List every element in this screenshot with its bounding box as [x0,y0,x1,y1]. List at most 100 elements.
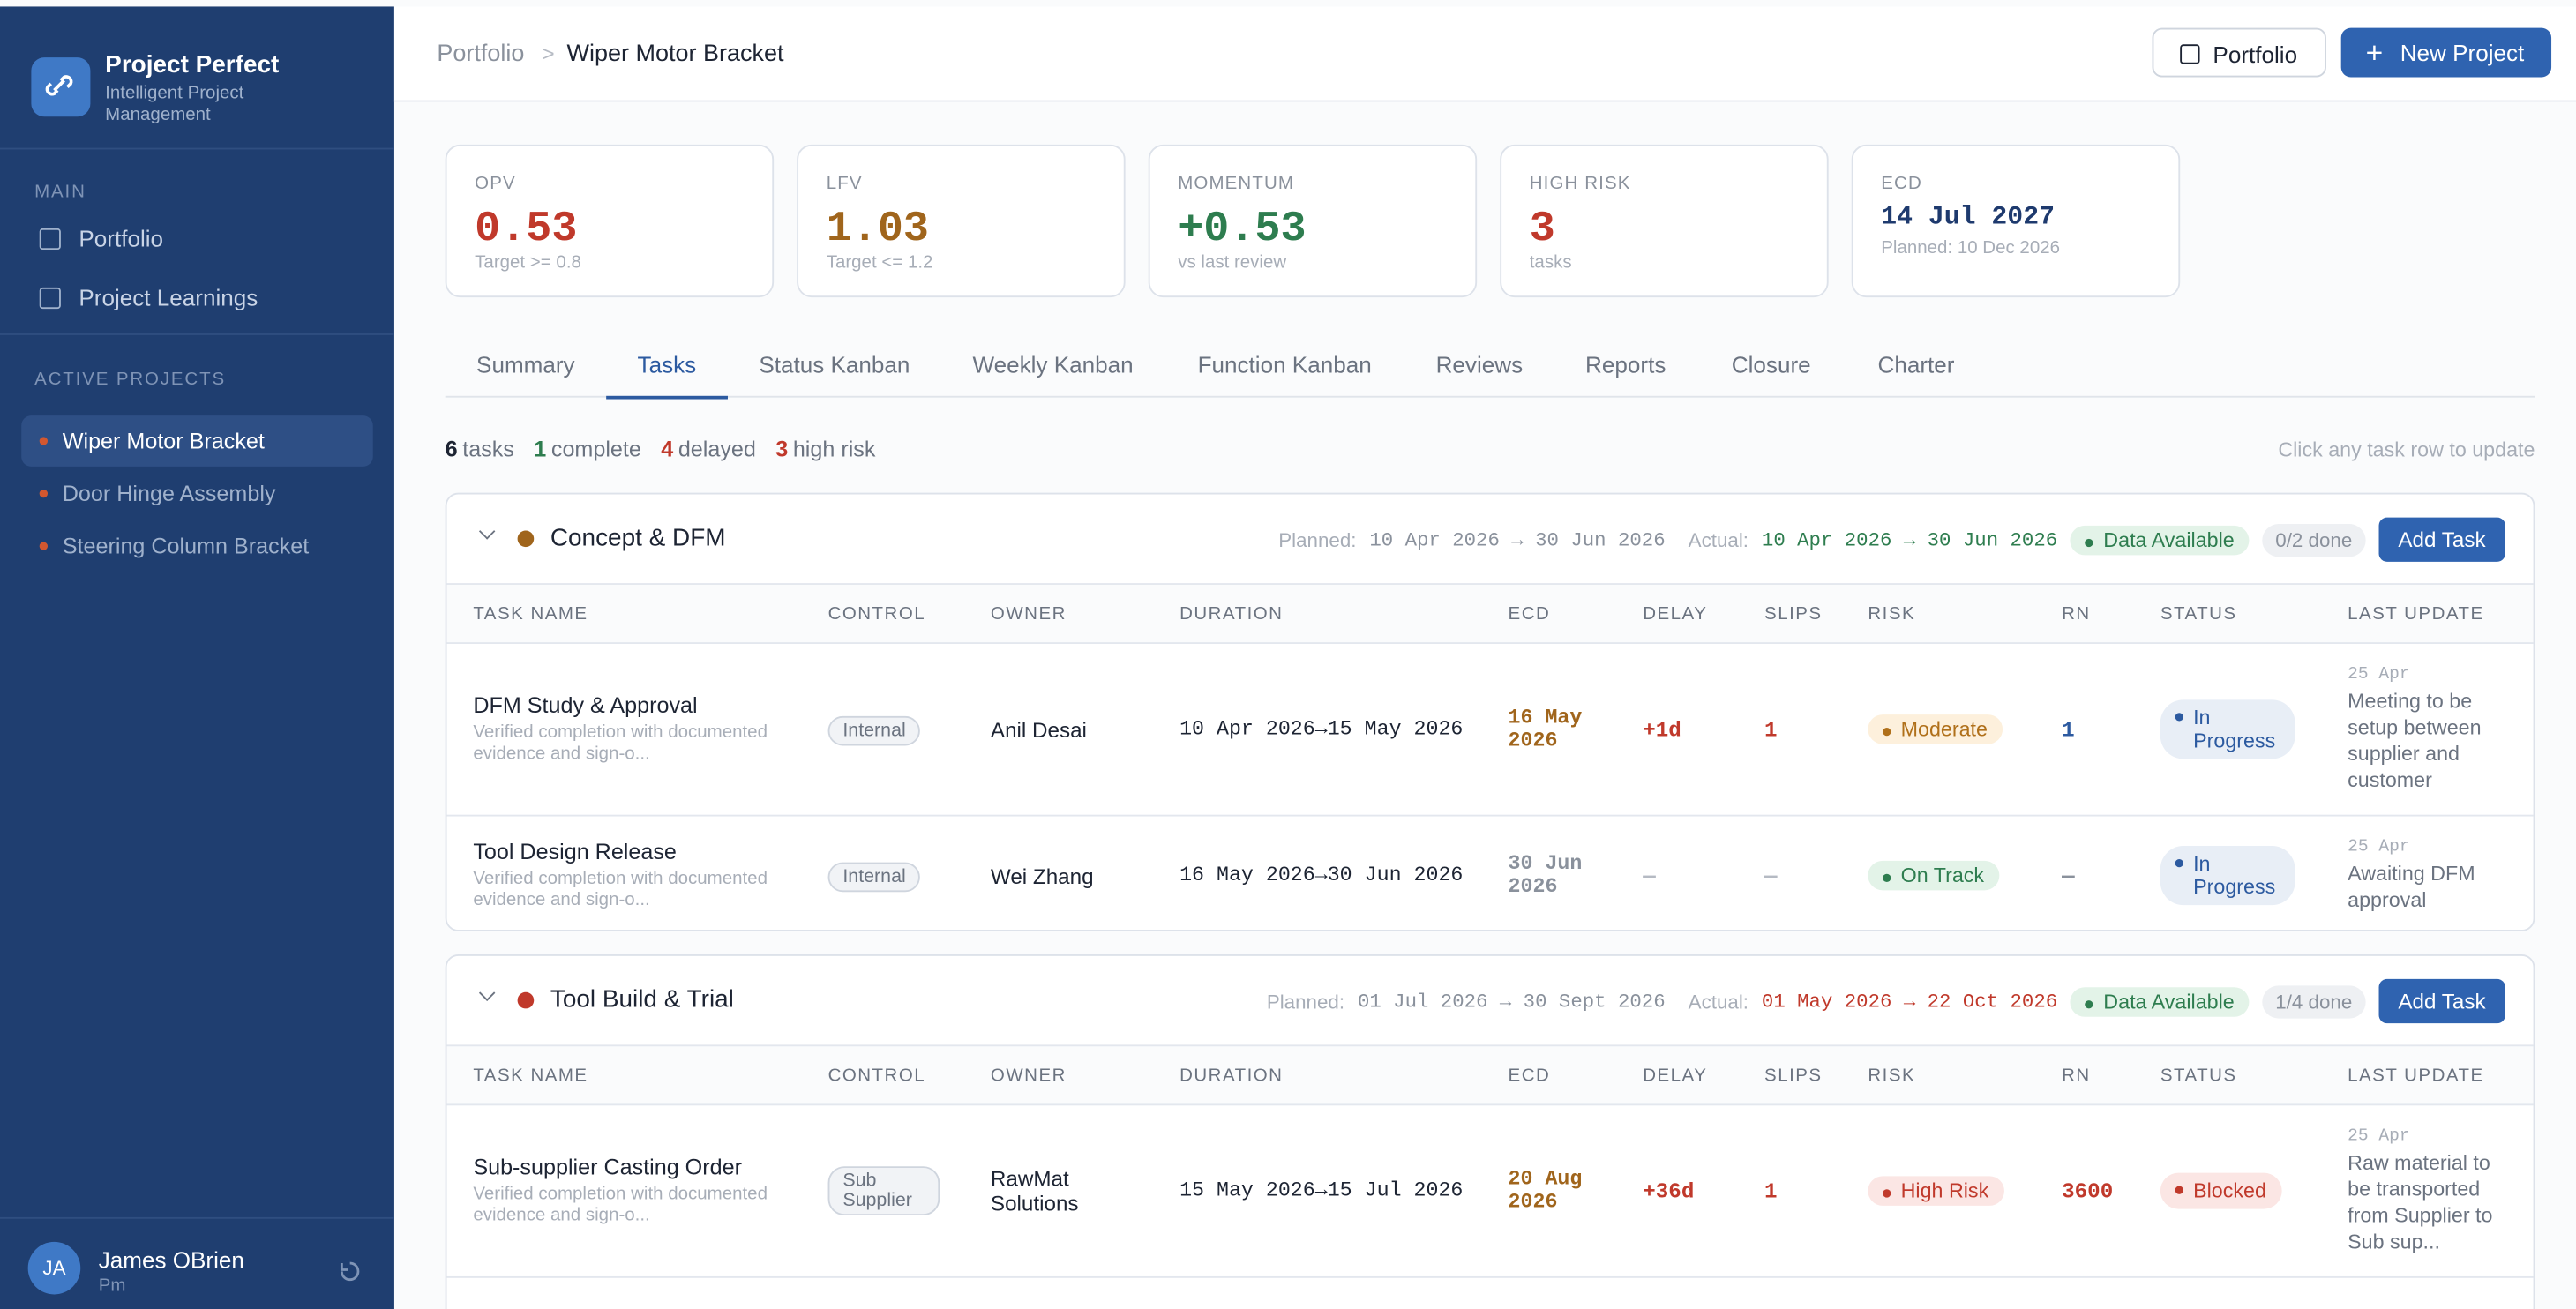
owner: Anil Desai [990,716,1087,742]
tab[interactable]: Summary [476,351,575,378]
kpi-value: 14 Jul 2027 [1881,202,2055,232]
column-header: CONTROL [827,603,926,624]
group-dot [517,530,535,548]
tab[interactable]: Charter [1877,351,1955,378]
status-pill: In Progress [2160,699,2295,759]
tab[interactable]: Reports [1585,351,1666,378]
project-link[interactable]: Steering Column Bracket [21,520,373,572]
portfolio-button[interactable]: Portfolio [2152,27,2326,78]
add-task-button[interactable]: Add Task [2378,517,2505,562]
tab[interactable]: Weekly Kanban [972,351,1134,378]
column-header: LAST UPDATE [2348,1065,2484,1086]
delay: — [1643,863,1656,888]
divider [0,1216,394,1219]
avatar: JA [27,1241,81,1295]
logo [31,57,91,117]
column-header: TASK NAME [473,603,588,624]
collapse-icon[interactable] [478,984,496,1001]
task-row[interactable]: Sub-supplier Casting Order Verified compl… [446,1105,2534,1278]
update-date: 25 Apr [2348,665,2410,685]
risk-pill: High Risk [1868,1176,2004,1206]
planned-dates: 10 Apr 2026 → 30 Jun 2026 [1369,527,1666,551]
add-task-button[interactable]: Add Task [2378,978,2505,1024]
risk-cell: High Risk [1868,1176,2062,1206]
control-chip: Internal [827,861,921,892]
owner: Wei Zhang [990,863,1094,888]
kpi-value: 1.03 [826,203,929,253]
planned-label: Planned: [1278,527,1357,551]
ecd: 16 May 2026 [1508,706,1583,752]
group-header: Tool Build & Trial Planned: 01 Jul 2026 → … [446,956,2534,1047]
task-row[interactable]: DFM Study & Approval Verified completion … [446,644,2534,817]
kpi-label: ECD [1881,174,1922,194]
kpi-value: 0.53 [475,203,578,253]
tab[interactable]: Status Kanban [759,351,910,378]
logo-icon [45,75,73,96]
actual-dates: 01 May 2026 → 22 Oct 2026 [1761,989,2058,1014]
section-label: MAIN [34,182,86,203]
last-update-cell: 25 Apr Meeting to be setup between suppli… [2348,665,2533,793]
kpi-label: OPV [475,174,516,194]
rn: 1 [2062,716,2075,742]
tab[interactable]: Tasks [606,352,728,400]
group-name: Concept & DFM [550,524,726,552]
status-cell: Blocked [2160,1172,2348,1209]
logout-icon[interactable] [335,1257,365,1287]
task-desc: Verified completion with documented evid… [473,722,768,764]
column-header: DELAY [1643,1065,1708,1086]
kpi-card: HIGH RISK 3 tasks [1500,144,1829,298]
new-project-button[interactable]: + New Project [2340,27,2552,78]
brand-tagline: Intelligent Project Management [105,83,244,125]
status-pill: Blocked [2160,1172,2283,1209]
project-link[interactable]: Wiper Motor Bracket [21,415,373,467]
breadcrumb-link[interactable]: Portfolio [437,41,525,68]
duration: 16 May 2026→30 Jun 2026 [1179,864,1464,887]
delay: +1d [1643,716,1681,742]
collapse-icon[interactable] [478,523,496,540]
duration: 15 May 2026→15 Jul 2026 [1179,1179,1464,1203]
tab[interactable]: Function Kanban [1197,351,1372,378]
kpi-note: Target <= 1.2 [826,252,933,273]
nav-item[interactable]: Project Learnings [79,284,258,310]
task-name-cell: Sub-supplier Casting Order Verified compl… [473,1155,827,1227]
actual-label: Actual: [1688,527,1749,551]
tab[interactable]: Reviews [1435,351,1524,378]
divider [0,333,394,335]
task-summary: 6 tasks 1 complete 4 delayed 3 high risk [446,437,895,461]
kpi-label: MOMENTUM [1178,174,1295,194]
brand-name: Project Perfect [105,50,280,79]
status-pill: In Progress [2160,846,2295,906]
summary-count: 6 [445,437,458,462]
task-name: DFM Study & Approval [473,692,698,718]
column-header: DURATION [1179,1065,1284,1086]
last-update-cell: 25 Apr Awaiting DFM approval [2348,838,2533,914]
column-header: DELAY [1643,603,1708,624]
task-row[interactable]: Tool Design Release Verified completion w… [447,817,2534,930]
table-header: TASK NAME CONTROL OWNER DURATION ECD DELAY SLI… [446,584,2534,644]
project-link[interactable]: Door Hinge Assembly [21,468,373,520]
column-header: RN [2062,1065,2091,1086]
task-name: Sub-supplier Casting Order [473,1155,742,1180]
data-status: Data Available [2071,524,2250,555]
control-cell: Internal [827,860,991,892]
actual-label: Actual: [1688,989,1749,1014]
summary-item: 1 complete [534,437,641,461]
last-update-cell: 25 Apr Raw material to be transported fro… [2348,1126,2533,1254]
tab[interactable]: Closure [1731,351,1811,378]
tabs: Summary Tasks Status Kanban Weekly Kanban Fu… [445,337,2535,400]
task-name-cell: DFM Study & Approval Verified completion … [473,693,827,766]
column-header: STATUS [2160,603,2237,624]
column-header: LAST UPDATE [2348,603,2484,624]
control-chip: Sub Supplier [827,1166,940,1216]
control-cell: Internal [827,714,991,745]
kpi-note: Planned: 10 Dec 2026 [1881,238,2061,258]
summary-count: 1 [534,437,547,462]
summary-item: 3 high risk [775,437,875,461]
slips: 1 [1764,1178,1778,1204]
risk-pill: Moderate [1868,714,2003,744]
nav-item[interactable]: Portfolio [79,225,164,251]
summary-label: tasks [462,437,514,462]
task-group: Concept & DFM Planned: 10 Apr 2026 → 30 Ju… [445,492,2535,931]
actual-dates: 10 Apr 2026 → 30 Jun 2026 [1761,527,2058,551]
